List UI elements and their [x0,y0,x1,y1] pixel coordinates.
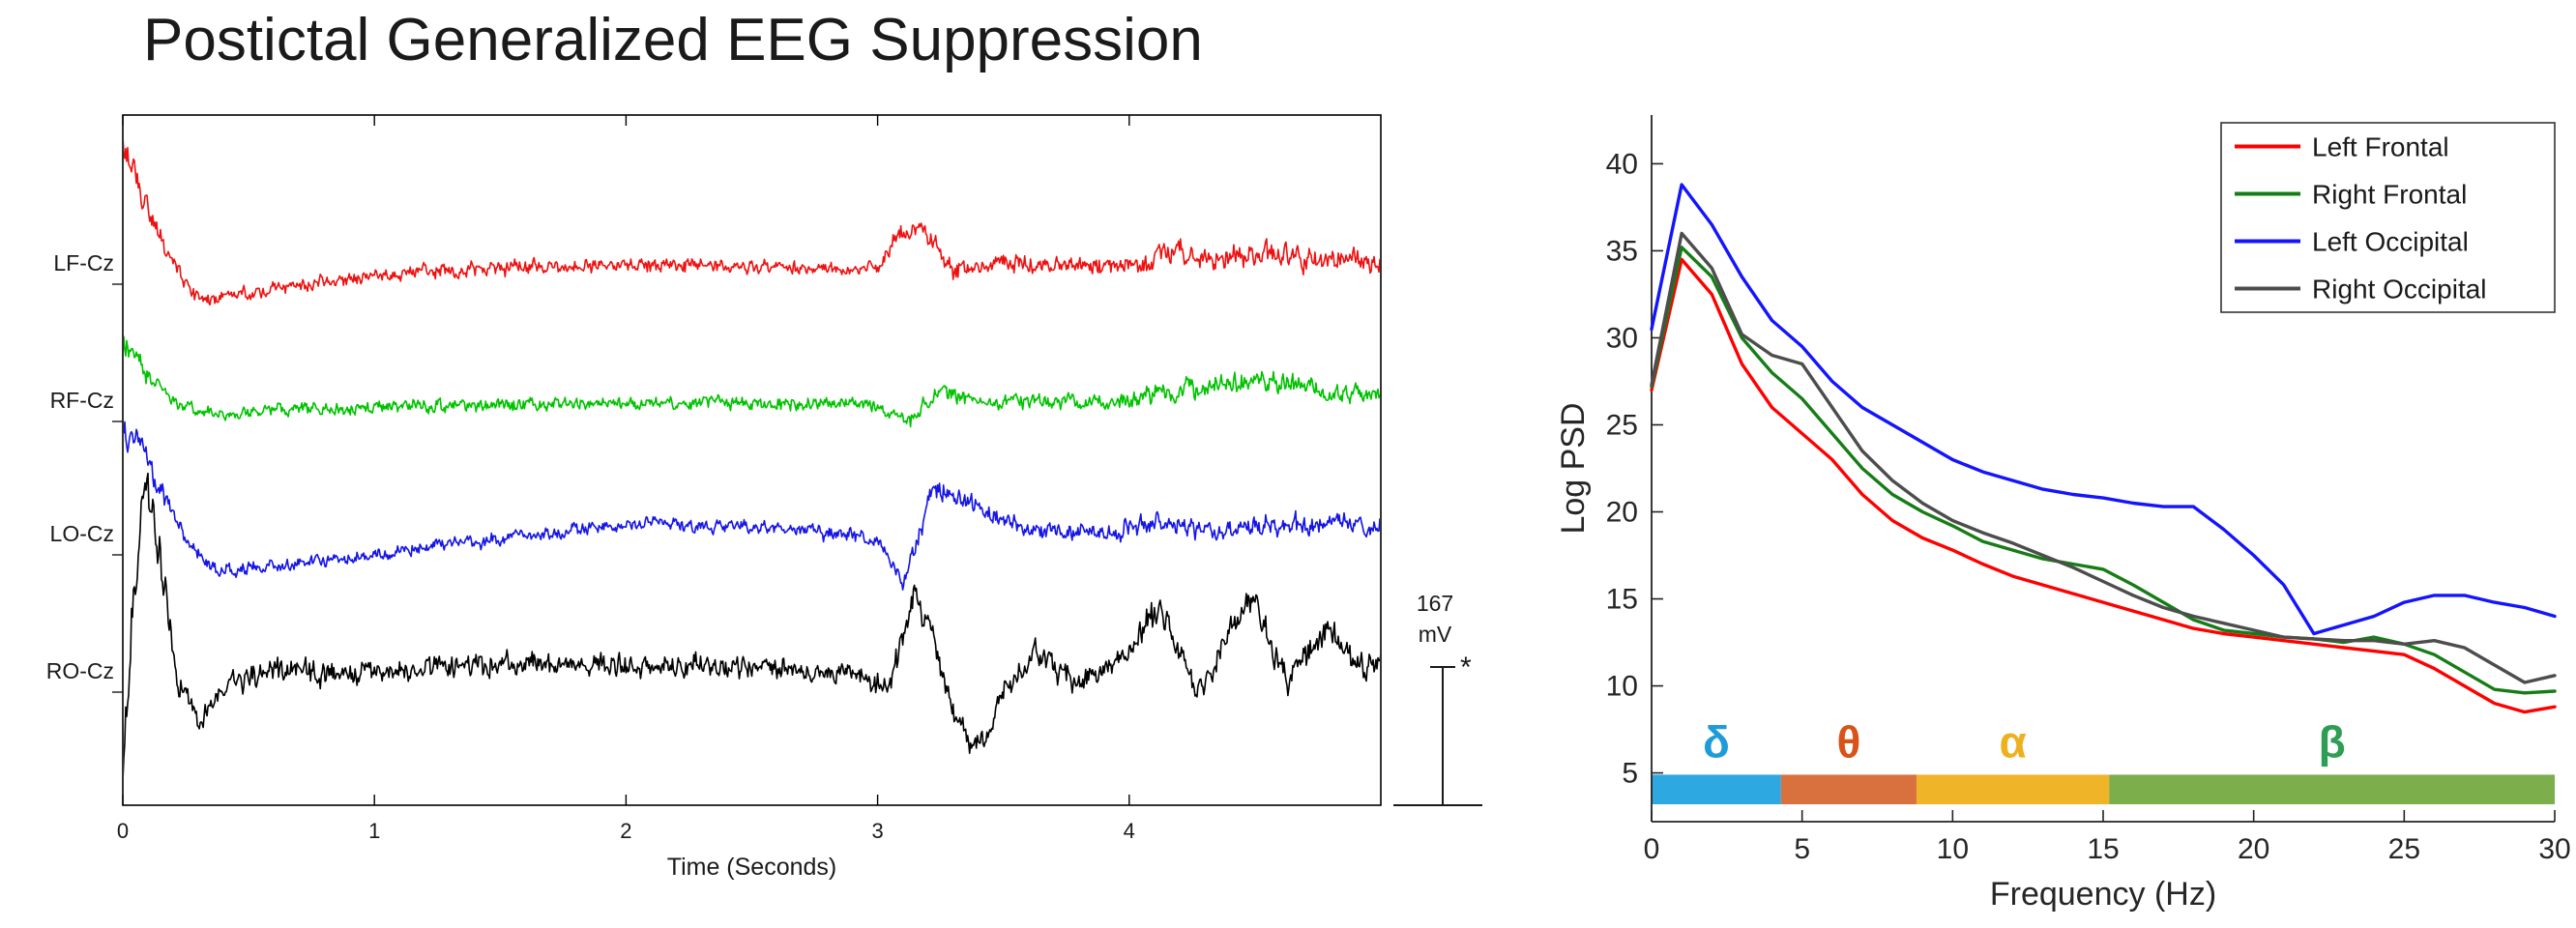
band-bar-α [1916,774,2110,804]
band-bar-β [2109,774,2555,804]
psd-x-tick-label: 30 [2538,833,2570,865]
psd-x-tick-label: 10 [1937,833,1969,865]
eeg-scale-bar: 167 mV * [1393,591,1482,806]
band-label-α: α [1999,716,2026,767]
scale-bar-value: 167 [1417,591,1453,616]
psd-y-tick-label: 30 [1606,322,1638,354]
psd-y-tick-label: 35 [1606,235,1638,267]
eeg-channel-label: RF-Cz [50,388,114,413]
eeg-trace-lines [124,139,1380,777]
eeg-traces-plot: LF-Cz RF-Cz LO-Cz RO-Cz 0 1 2 3 4 Time (Seconds) 1… [46,114,1482,881]
eeg-trace-lf-cz [124,139,1380,306]
eeg-x-axis-label: Time (Seconds) [667,854,837,881]
legend-item-label: Right Occipital [2312,275,2487,304]
eeg-channel-label: RO-Cz [46,658,114,683]
psd-x-tick-label: 15 [2087,833,2119,865]
psd-line-left-frontal [1650,257,2557,714]
psd-line-right-frontal [1650,246,2557,695]
psd-x-tick-label: 25 [2388,833,2420,865]
band-label-θ: θ [1836,716,1860,767]
eeg-trace-ro-cz [124,472,1380,777]
eeg-x-tick-label: 1 [368,819,380,843]
psd-x-tick-label: 0 [1644,833,1660,865]
psd-series-lines [1650,183,2557,714]
psd-spectrum-plot: δ θ α β 5 10 15 20 25 30 35 40 0 5 10 15 20 25 30 Frequency… [1555,115,2571,913]
psd-y-axis-label: Log PSD [1555,402,1592,534]
psd-x-axis-label: Frequency (Hz) [1990,876,2216,913]
eeg-channel-label: LO-Cz [50,521,114,546]
scale-bar-marker: * [1460,652,1472,683]
legend-item-label: Right Frontal [2312,180,2467,210]
eeg-x-tick-label: 3 [871,819,883,843]
psd-y-tick-label: 5 [1622,758,1638,790]
eeg-trace-lo-cz [124,420,1380,591]
legend-box [2220,122,2556,313]
eeg-channel-label: LF-Cz [53,250,114,276]
band-label-δ: δ [1703,716,1730,767]
eeg-x-tick-label: 4 [1124,819,1135,843]
band-bar-θ [1780,774,1917,804]
psd-line-left-occipital [1650,183,2557,636]
eeg-x-tick-label: 0 [117,819,129,843]
psd-line-right-occipital [1650,231,2557,684]
figure-title: Postictal Generalized EEG Suppression [143,7,1203,73]
eeg-plot-box [122,114,1382,806]
eeg-trace-rf-cz [124,335,1380,428]
psd-x-tick-label: 5 [1794,833,1810,865]
scale-bar-unit: mV [1419,622,1452,647]
legend-item-label: Left Frontal [2312,132,2449,162]
psd-y-tick-label: 20 [1606,497,1638,529]
legend-item-label: Left Occipital [2312,227,2469,257]
psd-y-tick-label: 40 [1606,148,1638,180]
psd-y-tick-label: 25 [1606,409,1638,441]
psd-y-tick-label: 15 [1606,584,1638,616]
eeg-x-tick-label: 2 [620,819,631,843]
band-bar-δ [1652,774,1781,804]
psd-legend: Left Frontal Right Frontal Left Occipital R… [2220,122,2556,313]
psd-x-tick-label: 20 [2238,833,2269,865]
band-label-β: β [2319,716,2346,767]
psd-y-tick-label: 10 [1606,671,1638,703]
